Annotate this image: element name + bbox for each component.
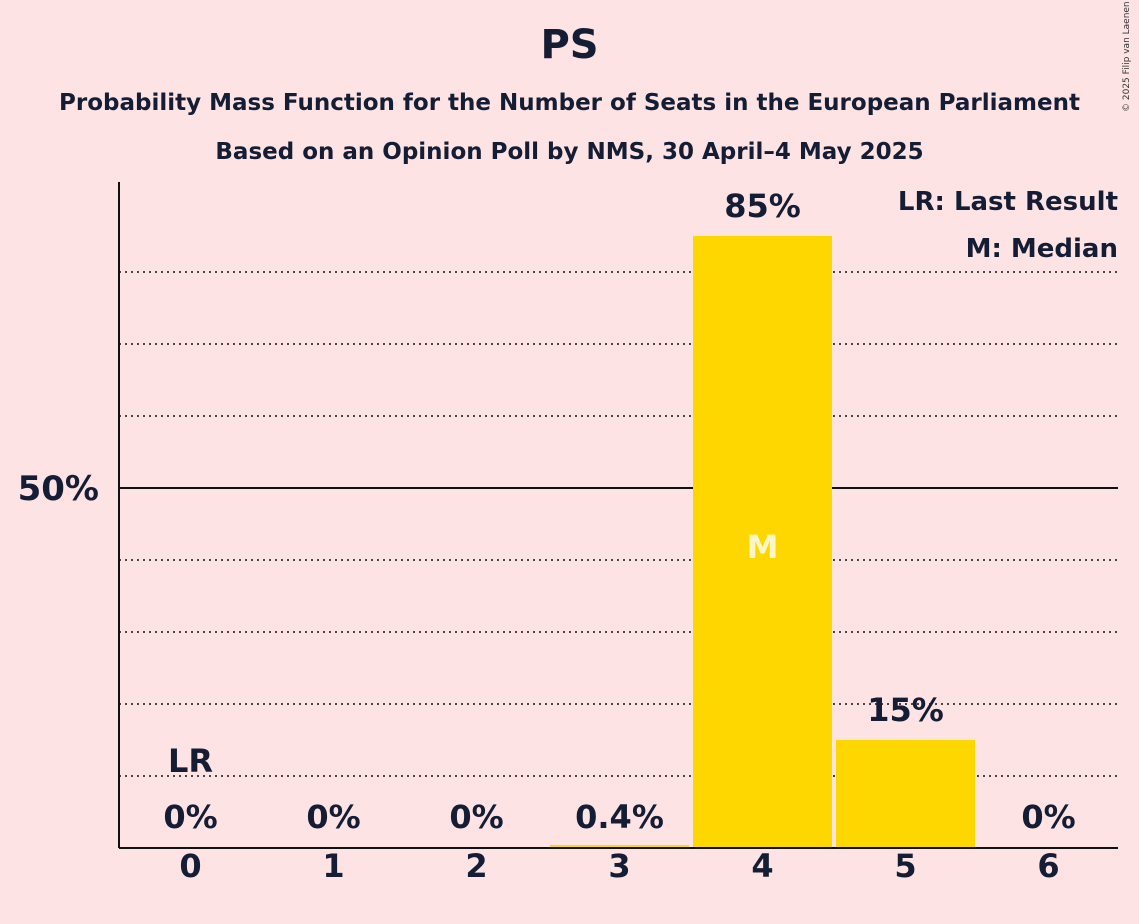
data-label: 0% [1021,798,1075,836]
bar [693,236,832,848]
x-tick-label: 4 [751,847,773,885]
chart-subtitle-source: Based on an Opinion Poll by NMS, 30 Apri… [215,139,924,165]
data-label: 0% [306,798,360,836]
y-tick-label: 50% [18,469,99,509]
x-tick-label: 2 [465,847,487,885]
x-tick-label: 0 [179,847,201,885]
chart-title: PS [540,22,599,68]
last-result-marker: LR [168,742,213,780]
bar [836,740,975,848]
data-label: 15% [867,691,944,729]
legend-last-result: LR: Last Result [898,187,1118,217]
x-tick-label: 3 [608,847,630,885]
x-tick-label: 6 [1037,847,1059,885]
legend-median: M: Median [966,234,1118,264]
median-marker: M [747,528,779,566]
data-label: 0% [449,798,503,836]
chart-subtitle: Probability Mass Function for the Number… [59,90,1080,116]
bar [550,845,689,848]
data-label: 85% [724,187,801,225]
x-tick-label: 5 [894,847,916,885]
data-label: 0.4% [575,798,664,836]
x-tick-label: 1 [322,847,344,885]
data-label: 0% [163,798,217,836]
